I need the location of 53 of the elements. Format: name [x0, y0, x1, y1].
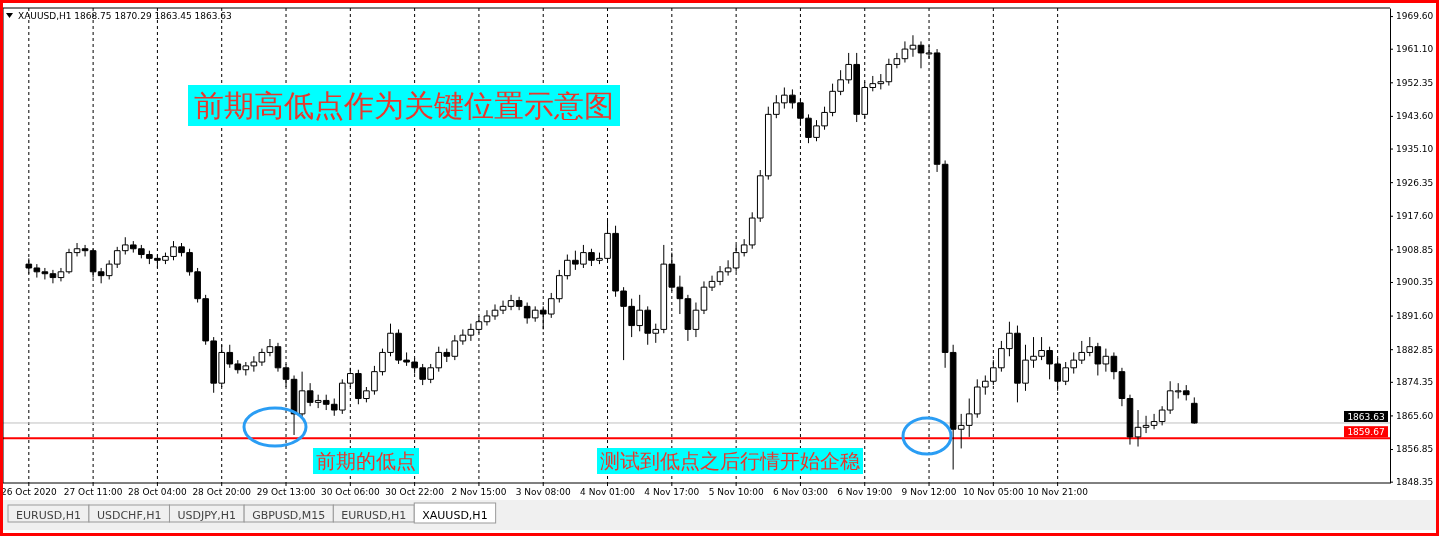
x-tick-label: 2 Nov 15:00: [451, 487, 507, 498]
y-tick-label: 1926.35: [1396, 177, 1434, 188]
x-tick-label: 27 Oct 11:00: [63, 487, 123, 498]
x-tick-label: 3 Nov 08:00: [515, 487, 571, 498]
x-tick-label: 5 Nov 10:00: [708, 487, 764, 498]
y-tick-label: 1874.35: [1396, 377, 1434, 388]
y-tick-label: 1856.85: [1396, 444, 1434, 455]
candlestick: [1134, 409, 1142, 448]
x-tick-label: 6 Nov 19:00: [837, 487, 893, 498]
y-tick-label: 1917.60: [1396, 211, 1434, 222]
text: USDCHF,H1: [96, 509, 162, 522]
candlestick: [1190, 396, 1198, 425]
text: EURUSD,H1: [16, 509, 81, 522]
ref-line-label: 1859.67: [1347, 427, 1385, 438]
x-tick-label: 10 Nov 21:00: [1027, 487, 1089, 498]
candlestick: [917, 40, 925, 69]
text: 前期高低点作为关键位置示意图: [194, 88, 614, 123]
y-tick-label: 1900.35: [1396, 277, 1434, 288]
annotation: 前期的低点: [316, 449, 416, 473]
y-tick-label: 1961.10: [1396, 44, 1434, 55]
candlestick: [491, 303, 499, 321]
text: XAUUSD,H1: [422, 509, 488, 522]
candlestick: [57, 267, 65, 282]
candlestick: [65, 248, 73, 275]
candlestick: [1126, 394, 1134, 446]
x-tick-label: 29 Oct 13:00: [256, 487, 316, 498]
x-tick-label: 30 Oct 06:00: [320, 487, 380, 498]
text: GBPUSD,M15: [252, 509, 326, 522]
y-tick-label: 1952.35: [1396, 77, 1434, 88]
annotation: 测试到低点之后行情开始企稳: [600, 449, 860, 473]
candlestick: [700, 280, 708, 315]
x-tick-label: 6 Nov 03:00: [772, 487, 829, 498]
y-tick-label: 1891.60: [1396, 310, 1434, 321]
y-tick-label: 1943.60: [1396, 111, 1434, 122]
y-tick-label: 1882.85: [1396, 344, 1434, 355]
y-tick-label: 1969.60: [1396, 11, 1434, 22]
candlestick: [708, 275, 716, 292]
x-tick-label: 28 Oct 04:00: [128, 487, 188, 498]
text: USDJPY,H1: [177, 509, 237, 522]
y-tick-label: 1935.10: [1396, 143, 1434, 154]
text: EURUSD,H1: [341, 509, 407, 522]
x-tick-label: 4 Nov 01:00: [580, 487, 636, 498]
y-tick-label: 1908.85: [1396, 244, 1434, 255]
x-tick-label: 4 Nov 17:00: [644, 487, 700, 498]
x-tick-label: 30 Oct 22:00: [385, 487, 445, 498]
y-tick-label: 1865.60: [1396, 410, 1434, 421]
x-tick-label: 28 Oct 20:00: [192, 487, 252, 498]
x-tick-label: 10 Nov 05:00: [963, 487, 1024, 498]
candlestick: [274, 342, 282, 373]
x-tick-label: 9 Nov 12:00: [901, 487, 957, 498]
ref-line-label: 1863.63: [1347, 411, 1385, 422]
y-tick-label: 1848.35: [1396, 477, 1434, 488]
chart-title: XAUUSD,H1 1868.75 1870.29 1863.45 1863.63: [18, 11, 232, 21]
